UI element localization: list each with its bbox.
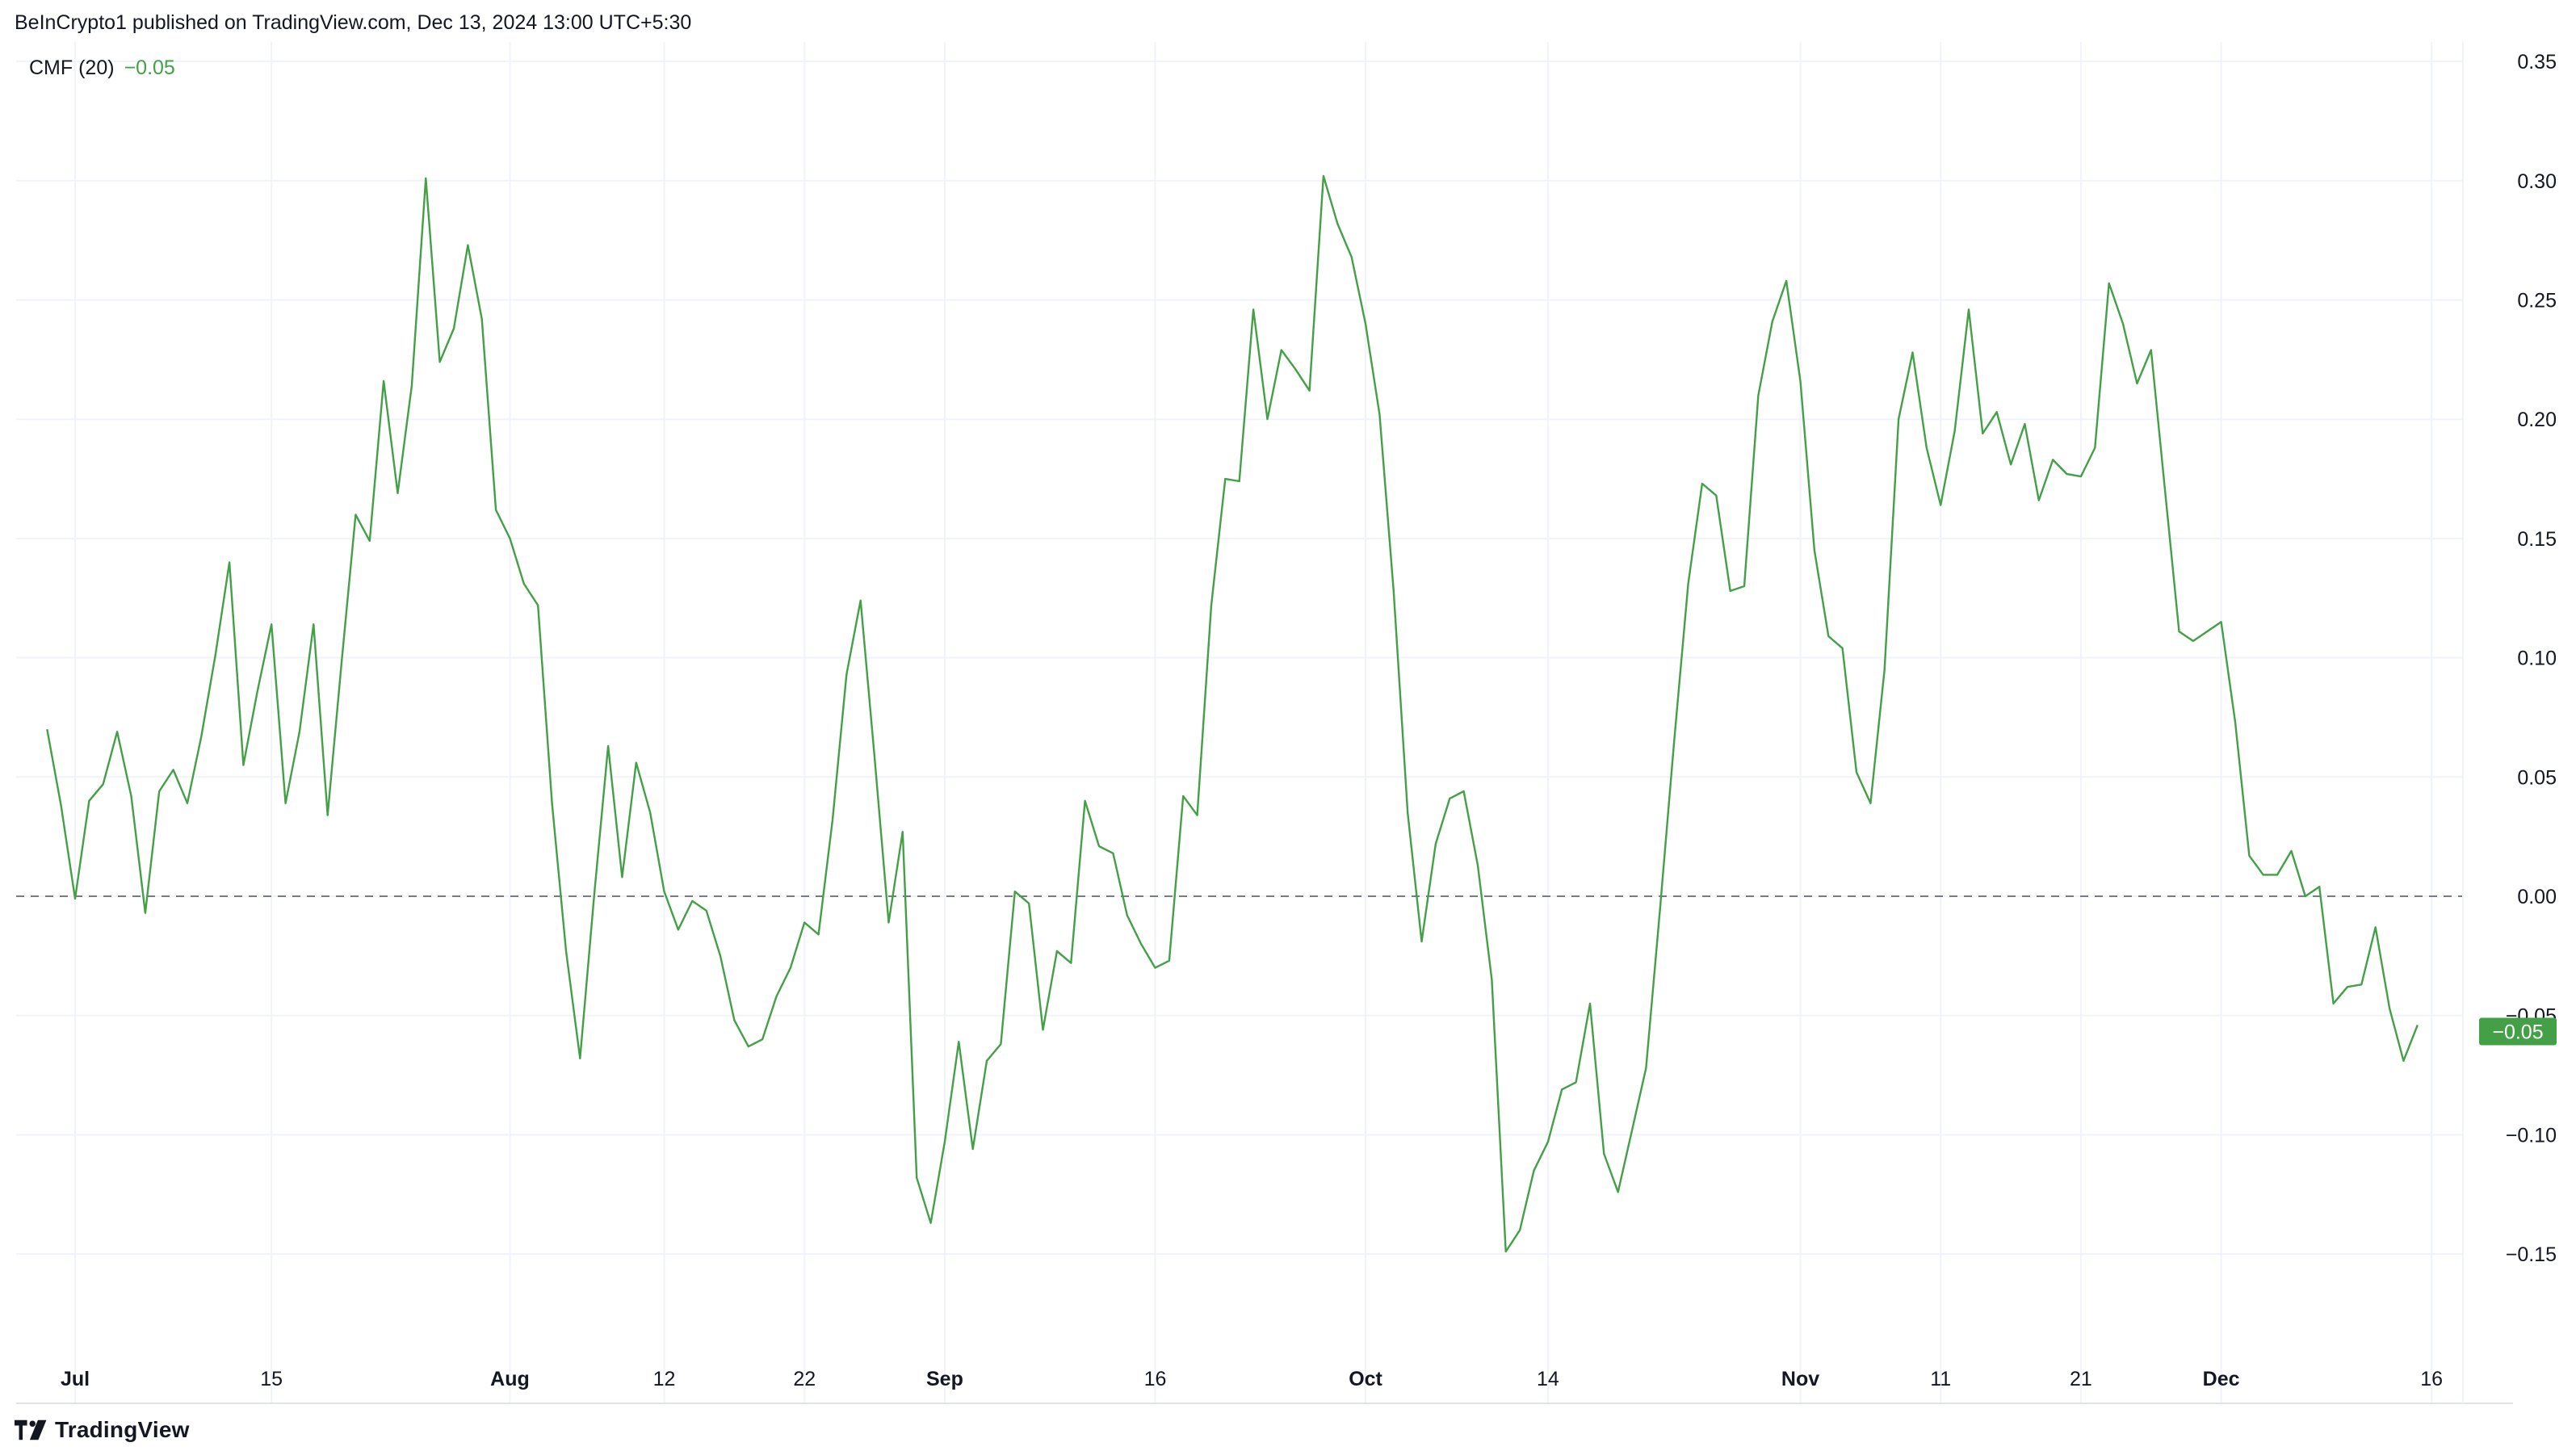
vertical-gridlines <box>74 42 2433 1403</box>
x-tick-label: 16 <box>2420 1368 2443 1390</box>
x-tick-label: Sep <box>926 1368 963 1390</box>
y-tick-label: −0.15 <box>2506 1243 2557 1266</box>
last-value-tag: −0.05 <box>2479 1017 2557 1046</box>
tradingview-logo-icon <box>15 1419 47 1440</box>
last-value-tag-box <box>2479 1017 2557 1046</box>
x-axis-tick-labels: Jul 15 Aug 12 22 Sep 16 Oct 14 Nov 11 21 Dec 16 <box>61 1368 2443 1390</box>
x-tick-label: 21 <box>2070 1368 2092 1390</box>
brand-name: TradingView <box>55 1417 190 1442</box>
last-value-tag-label: −0.05 <box>2492 1021 2543 1044</box>
y-tick-label: 0.00 <box>2517 886 2557 908</box>
x-tick-label: Dec <box>2203 1368 2240 1390</box>
horizontal-gridlines <box>16 61 2463 1256</box>
publisher-caption: BeInCrypto1 published on TradingView.com… <box>15 11 692 34</box>
x-tick-label: 14 <box>1537 1368 1559 1390</box>
y-tick-label: 0.15 <box>2517 528 2557 551</box>
tradingview-branding[interactable]: TradingView <box>15 1417 190 1443</box>
y-tick-label: 0.30 <box>2517 170 2557 193</box>
y-axis-tick-labels: 0.350.300.250.200.150.100.050.00−0.05−0.… <box>2506 51 2557 1266</box>
cmf-series-line <box>46 174 2419 1253</box>
indicator-value: −0.05 <box>124 57 175 79</box>
y-tick-label: 0.20 <box>2517 409 2557 431</box>
x-tick-label: Oct <box>1349 1368 1382 1390</box>
x-tick-label: Aug <box>490 1368 530 1390</box>
y-tick-label: 0.35 <box>2517 51 2557 73</box>
y-tick-label: 0.05 <box>2517 766 2557 789</box>
indicator-name: CMF (20) <box>29 57 115 79</box>
x-tick-label: Nov <box>1781 1368 1819 1390</box>
plot-background <box>16 42 2463 1403</box>
y-tick-label: −0.10 <box>2506 1124 2557 1147</box>
y-tick-label: 0.25 <box>2517 290 2557 312</box>
y-tick-label: 0.10 <box>2517 648 2557 670</box>
x-tick-label: 22 <box>793 1368 816 1390</box>
x-tick-label: 11 <box>1930 1368 1951 1390</box>
indicator-legend: CMF (20) −0.05 <box>29 57 175 80</box>
x-tick-label: Jul <box>61 1368 90 1390</box>
x-tick-label: 12 <box>653 1368 676 1390</box>
x-tick-label: 16 <box>1144 1368 1167 1390</box>
x-tick-label: 15 <box>260 1368 283 1390</box>
